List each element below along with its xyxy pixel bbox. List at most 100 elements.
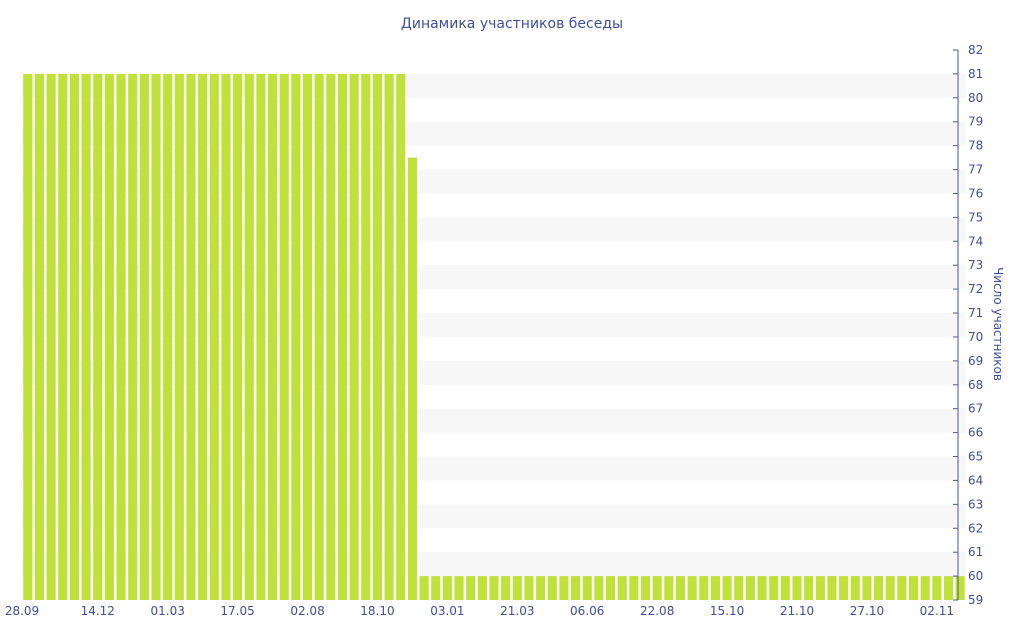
- bar: [407, 157, 417, 600]
- bar: [932, 576, 942, 600]
- y-tick-label: 60: [968, 569, 983, 583]
- y-axis-title: Число участников: [991, 267, 1005, 381]
- bar: [804, 576, 814, 600]
- bar: [815, 576, 825, 600]
- y-tick-label: 74: [968, 234, 983, 248]
- bar: [419, 576, 429, 600]
- bar: [477, 576, 487, 600]
- y-tick-label: 62: [968, 521, 983, 535]
- bar: [209, 73, 219, 601]
- bar: [174, 73, 184, 601]
- bar: [769, 576, 779, 600]
- y-tick-label: 65: [968, 450, 983, 464]
- bar: [23, 73, 33, 601]
- bar: [920, 576, 930, 600]
- y-tick-label: 72: [968, 282, 983, 296]
- y-tick-label: 59: [968, 593, 983, 607]
- bar: [780, 576, 790, 600]
- y-tick-label: 75: [968, 210, 983, 224]
- bar: [734, 576, 744, 600]
- y-tick-label: 70: [968, 330, 983, 344]
- y-axis: 59 60 61 62 63 64 65 66 67 68 69 70 71 72 73 74 75 76 77 78…: [953, 43, 983, 607]
- bar: [349, 73, 359, 601]
- y-tick-label: 71: [968, 306, 983, 320]
- bar: [104, 73, 114, 601]
- bar: [233, 73, 243, 601]
- bar: [244, 73, 254, 601]
- x-tick-label: 02.11: [920, 604, 954, 618]
- bar: [163, 73, 173, 601]
- bar: [198, 73, 208, 601]
- bar: [710, 576, 720, 600]
- bar: [652, 576, 662, 600]
- bar: [489, 576, 499, 600]
- bar-series: [23, 73, 965, 601]
- bar: [81, 73, 91, 601]
- bar: [722, 576, 732, 600]
- bar: [582, 576, 592, 600]
- bar: [547, 576, 557, 600]
- bar: [792, 576, 802, 600]
- y-tick-label: 79: [968, 115, 983, 129]
- bar: [466, 576, 476, 600]
- x-tick-label: 21.03: [500, 604, 534, 618]
- bar: [431, 576, 441, 600]
- y-tick-label: 76: [968, 186, 983, 200]
- x-tick-label: 02.08: [290, 604, 324, 618]
- bar: [384, 73, 394, 601]
- bar: [302, 73, 313, 601]
- bar: [512, 576, 522, 600]
- bar: [687, 576, 697, 600]
- bar: [116, 73, 126, 601]
- y-tick-label: 61: [968, 545, 983, 559]
- y-tick-label: 67: [968, 402, 983, 416]
- bar: [524, 576, 534, 600]
- bar: [396, 73, 406, 601]
- bar: [745, 576, 755, 600]
- y-tick-label: 82: [968, 43, 983, 57]
- bar: [897, 576, 907, 600]
- y-tick-label: 81: [968, 67, 983, 81]
- bar: [268, 73, 278, 601]
- bar: [827, 576, 837, 600]
- bar: [594, 576, 604, 600]
- bar: [337, 73, 348, 601]
- x-tick-label: 17.05: [220, 604, 254, 618]
- bar: [314, 73, 324, 601]
- bar: [221, 73, 231, 601]
- bar: [943, 576, 954, 600]
- bar: [34, 73, 45, 601]
- bar: [874, 576, 884, 600]
- bar: [58, 73, 68, 601]
- x-tick-label: 03.01: [430, 604, 464, 618]
- bar: [361, 73, 371, 601]
- y-tick-label: 78: [968, 139, 983, 153]
- bar: [536, 576, 546, 600]
- x-tick-label: 01.03: [150, 604, 184, 618]
- y-tick-label: 80: [968, 91, 983, 105]
- y-tick-label: 63: [968, 497, 983, 511]
- x-tick-label: 14.12: [81, 604, 115, 618]
- y-tick-label: 64: [968, 473, 983, 487]
- chart-title: Динамика участников беседы: [401, 16, 623, 32]
- x-tick-label: 28.09: [5, 604, 39, 618]
- x-tick-label: 21.10: [780, 604, 814, 618]
- bar: [501, 576, 511, 600]
- x-tick-label: 06.06: [570, 604, 604, 618]
- x-tick-label: 27.10: [850, 604, 884, 618]
- bar: [664, 576, 674, 600]
- bar: [885, 576, 895, 600]
- bar: [675, 576, 686, 600]
- bar: [617, 576, 627, 600]
- y-tick-label: 69: [968, 354, 983, 368]
- y-tick-label: 66: [968, 426, 983, 440]
- bar: [955, 576, 965, 600]
- bar: [128, 73, 138, 601]
- bar: [699, 576, 709, 600]
- bar: [909, 576, 919, 600]
- bar: [93, 73, 103, 601]
- x-tick-label: 18.10: [360, 604, 394, 618]
- bar: [69, 73, 79, 601]
- bar: [839, 576, 849, 600]
